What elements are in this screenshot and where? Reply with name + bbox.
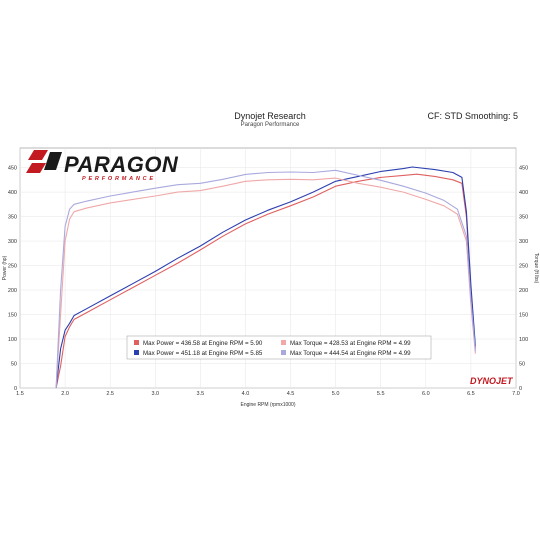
y-axis-right-label: Torque (ft lbs) [533, 253, 539, 284]
series-line-power [55, 166, 476, 389]
x-tick-label: 3.5 [197, 391, 205, 397]
chart-title: Dynojet Research [234, 111, 306, 121]
x-tick-label: 2.5 [106, 391, 114, 397]
y-axis-left-label: Power (hp) [2, 255, 8, 280]
legend-swatch [134, 340, 139, 345]
x-tick-label: 2.0 [61, 391, 69, 397]
y-right-tick-label: 200 [519, 288, 528, 294]
series-lines [55, 166, 476, 389]
x-tick-label: 5.0 [332, 391, 340, 397]
paragon-stripes-icon [26, 150, 62, 173]
x-tick-label: 6.5 [467, 391, 475, 397]
x-tick-label: 7.0 [512, 391, 520, 397]
x-tick-label: 4.0 [242, 391, 250, 397]
y-right-tick-label: 300 [519, 239, 528, 245]
y-right-tick-label: 250 [519, 264, 528, 270]
y-right-tick-label: 150 [519, 313, 528, 319]
y-left-tick-label: 100 [8, 337, 17, 343]
y-right-tick-label: 0 [519, 386, 522, 392]
legend-entry: Max Torque = 428.53 at Engine RPM = 4.99 [290, 340, 411, 347]
series-line-power [55, 173, 476, 389]
paragon-logo: PARAGON PERFORMANCE [26, 150, 179, 182]
chart-subtitle: Paragon Performance [240, 122, 300, 128]
legend-swatch [134, 350, 139, 355]
legend: Max Power = 436.58 at Engine RPM = 5.90 … [126, 335, 432, 360]
y-left-tick-label: 400 [8, 190, 17, 196]
y-right-tick-label: 450 [519, 166, 528, 172]
x-axis-label: Engine RPM (rpmx1000) [240, 402, 295, 408]
y-left-tick-label: 350 [8, 215, 17, 221]
x-tick-label: 1.5 [16, 391, 24, 397]
x-tick-label: 5.5 [377, 391, 385, 397]
dynojet-watermark: DYNOJET [470, 376, 514, 386]
y-axis-left-ticks: 0 50 100 150 200 250 300 350 400 450 [8, 166, 17, 392]
y-left-tick-label: 150 [8, 313, 17, 319]
x-tick-label: 4.5 [287, 391, 295, 397]
legend-entry: Max Torque = 444.54 at Engine RPM = 4.99 [290, 350, 411, 357]
logo-subtitle: PERFORMANCE [82, 176, 156, 182]
y-right-tick-label: 400 [519, 190, 528, 196]
correction-smoothing-label: CF: STD Smoothing: 5 [427, 111, 518, 121]
y-left-tick-label: 300 [8, 239, 17, 245]
y-right-tick-label: 350 [519, 215, 528, 221]
y-left-tick-label: 250 [8, 264, 17, 270]
legend-entry: Max Power = 436.58 at Engine RPM = 5.90 [143, 340, 263, 347]
y-left-tick-label: 200 [8, 288, 17, 294]
y-right-tick-label: 100 [519, 337, 528, 343]
y-left-tick-label: 50 [11, 362, 17, 368]
series-line-torque [55, 169, 476, 389]
x-axis-ticks: 1.5 2.0 2.5 3.0 3.5 4.0 4.5 5.0 5.5 6.0 6.5 7.0 [16, 391, 520, 397]
y-left-tick-label: 0 [14, 386, 17, 392]
legend-entry: Max Power = 451.18 at Engine RPM = 5.85 [143, 350, 263, 357]
legend-swatch [281, 350, 286, 355]
y-left-tick-label: 450 [8, 166, 17, 172]
x-tick-label: 6.0 [422, 391, 430, 397]
logo-word: PARAGON [64, 152, 179, 177]
y-axis-right-ticks: 0 50 100 150 200 250 300 350 400 450 [519, 166, 528, 392]
legend-swatch [281, 340, 286, 345]
series-line-torque [55, 177, 476, 389]
legend-box [126, 335, 432, 360]
x-tick-label: 3.0 [151, 391, 159, 397]
y-right-tick-label: 50 [519, 362, 525, 368]
